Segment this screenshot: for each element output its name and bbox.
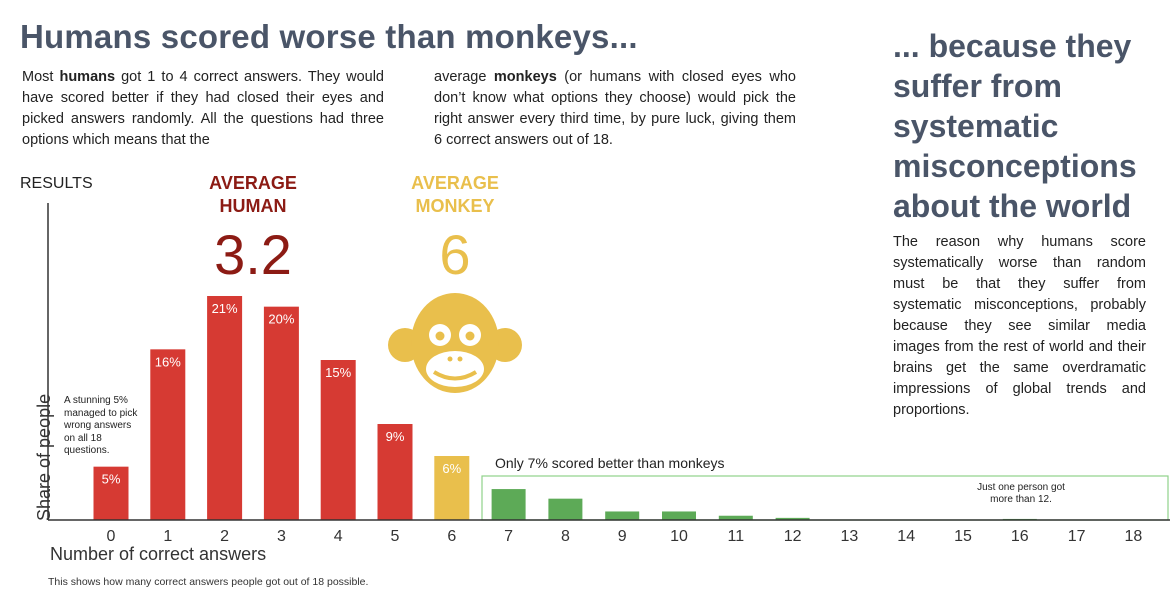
monkey-face-icon: [388, 293, 522, 393]
x-tick-label-16: 16: [1011, 528, 1029, 545]
x-tick-label-17: 17: [1068, 528, 1086, 545]
bar-10: [662, 511, 696, 520]
bar-9: [605, 511, 640, 520]
average-monkey-label: AVERAGE MONKEY: [385, 172, 525, 218]
x-tick-label-0: 0: [107, 528, 116, 545]
bar-value-label-0: 5%: [102, 472, 121, 487]
x-ticks-group: 0 1 2 3 4 5 6 7 8 9 10 11 12 13 14 15 16 17 18: [107, 528, 1143, 545]
bar-7: [491, 489, 526, 520]
annotation-one-person: Just one person got more than 12.: [977, 482, 1065, 505]
average-human-label: AVERAGE HUMAN: [183, 172, 323, 218]
average-monkey-label-line2: MONKEY: [415, 196, 495, 216]
x-tick-label-3: 3: [277, 528, 286, 545]
bar-4: [320, 360, 356, 520]
bar-2: [207, 296, 243, 520]
x-tick-label-12: 12: [784, 528, 802, 545]
bar-value-label-2: 21%: [212, 301, 238, 316]
x-tick-label-10: 10: [670, 528, 688, 545]
annotation-stunning: A stunning 5% managed to pick wrong answ…: [64, 395, 138, 456]
average-human-label-line2: HUMAN: [219, 196, 287, 216]
y-axis-label: Share of people: [34, 393, 54, 521]
annotation-better-than-monkeys: Only 7% scored better than monkeys: [495, 455, 725, 471]
para-mid-text-2: (or humans with closed eyes who don’t kn…: [434, 69, 796, 148]
x-tick-label-18: 18: [1125, 528, 1143, 545]
bar-value-label-1: 16%: [155, 354, 181, 369]
x-tick-label-6: 6: [447, 528, 456, 545]
x-tick-label-15: 15: [954, 528, 972, 545]
bar-value-label-3: 20%: [268, 312, 294, 327]
x-tick-label-4: 4: [334, 528, 343, 545]
x-tick-label-1: 1: [163, 528, 172, 545]
bars-group: 5% 16% 21% 20% 15% 9% 6%: [93, 296, 1037, 520]
results-label: RESULTS: [20, 175, 93, 192]
para-left-text-2: got 1 to 4 correct answers. They would h…: [22, 69, 384, 148]
bar-0: [93, 466, 129, 520]
side-title: ... because they suffer from systematic …: [893, 28, 1137, 224]
bar-8: [548, 498, 583, 520]
average-monkey-label-line1: AVERAGE: [411, 173, 499, 193]
average-human-value: 3.2: [214, 223, 292, 286]
footnote: This shows how many correct answers peop…: [48, 576, 369, 588]
x-tick-label-11: 11: [727, 528, 744, 545]
x-tick-label-7: 7: [504, 528, 513, 545]
average-human-label-line1: AVERAGE: [209, 173, 297, 193]
para-left-bold: humans: [59, 69, 116, 85]
side-body: The reason why humans score systematical…: [893, 234, 1146, 418]
x-tick-label-8: 8: [561, 528, 570, 545]
bar-6: [434, 456, 470, 520]
bar-value-label-5: 9%: [386, 429, 405, 444]
bar-5: [377, 424, 413, 520]
x-tick-label-5: 5: [391, 528, 400, 545]
x-tick-label-2: 2: [220, 528, 229, 545]
intro-paragraph-humans: Most humans got 1 to 4 correct answers. …: [22, 67, 384, 151]
x-tick-label-13: 13: [841, 528, 859, 545]
bar-12: [775, 517, 810, 520]
para-mid-bold: monkeys: [493, 69, 557, 85]
intro-paragraph-monkeys: average monkeys (or humans with closed e…: [434, 67, 796, 151]
para-left-text-1: Most: [22, 69, 60, 85]
x-axis-label: Number of correct answers: [50, 544, 267, 564]
bar-value-label-4: 15%: [325, 365, 351, 380]
bar-3: [263, 306, 299, 520]
headline: Humans scored worse than monkeys...: [20, 18, 638, 55]
para-mid-text-1: average: [434, 69, 494, 85]
x-tick-label-9: 9: [618, 528, 627, 545]
bar-1: [150, 349, 186, 520]
bar-value-label-6: 6%: [442, 461, 461, 476]
average-monkey-value: 6: [439, 223, 471, 286]
bar-11: [718, 515, 753, 520]
x-tick-label-14: 14: [897, 528, 915, 545]
